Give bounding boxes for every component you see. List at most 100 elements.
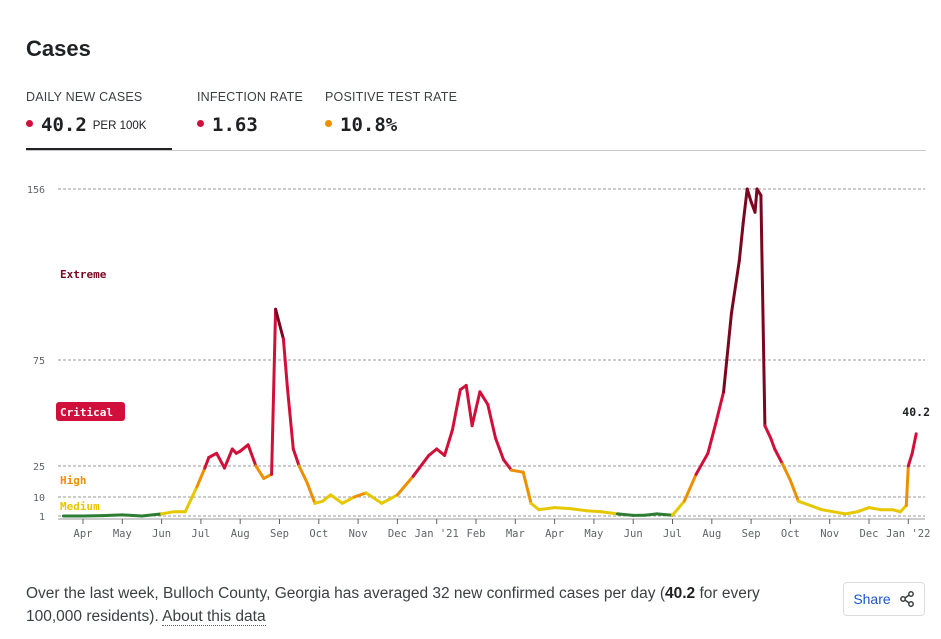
- x-tick-label: Dec: [388, 528, 407, 540]
- series-segment: [568, 507, 588, 513]
- series-segment: [682, 472, 698, 503]
- series-segment: [753, 187, 759, 214]
- series-segment: [270, 307, 278, 476]
- zone-label-critical: Critical: [60, 406, 113, 419]
- tab-infection-rate[interactable]: INFECTION RATE 1.63: [197, 90, 303, 138]
- series-segment: [160, 510, 175, 516]
- series-segment: [478, 390, 490, 406]
- series-segment: [246, 443, 258, 468]
- x-tick-label: Jun: [624, 528, 643, 540]
- series-segment: [285, 386, 295, 451]
- metric-label: DAILY NEW CASES: [26, 90, 143, 104]
- tabs-divider: [26, 150, 926, 151]
- series-segment: [509, 468, 525, 474]
- series-segment: [140, 512, 164, 518]
- page-title: Cases: [26, 36, 91, 61]
- series-segment: [494, 436, 505, 462]
- series-segment: [470, 390, 482, 428]
- x-tick-label: Jun: [152, 528, 171, 540]
- series-segment: [820, 508, 836, 514]
- series-segment: [855, 506, 871, 514]
- series-segment: [796, 499, 812, 507]
- series-segment: [195, 466, 207, 489]
- tab-daily-new-cases[interactable]: DAILY NEW CASES 40.2 PER 100K: [26, 90, 172, 151]
- series-segment: [773, 447, 784, 466]
- metric-label: POSITIVE TEST RATE: [325, 90, 458, 104]
- series-segment: [867, 506, 883, 512]
- series-segment: [671, 499, 686, 517]
- series-segment: [737, 221, 745, 263]
- x-tick-label: Aug: [702, 528, 721, 540]
- series-segment: [380, 493, 399, 505]
- series-segment: [906, 451, 914, 468]
- series-segment: [584, 509, 604, 514]
- x-tick-label: Feb: [467, 528, 486, 540]
- about-data-link[interactable]: About this data: [162, 608, 266, 626]
- metric-tabs: DAILY NEW CASES 40.2 PER 100K INFECTION R…: [26, 90, 926, 152]
- series-segment: [741, 187, 749, 225]
- series-segment: [352, 491, 368, 499]
- summary-text: Over the last week, Bulloch County, Geor…: [26, 582, 816, 628]
- series-segment: [274, 307, 281, 326]
- series-segment: [215, 451, 226, 470]
- x-tick-label: Mar: [506, 528, 525, 540]
- zone-label-medium: Medium: [60, 500, 100, 513]
- latest-value-label: 40.2: [902, 405, 930, 419]
- series-segment: [553, 506, 572, 511]
- series-segment: [832, 510, 847, 516]
- series-segment: [364, 491, 384, 505]
- x-tick-label: Jul: [191, 528, 210, 540]
- x-tick-label: Nov: [820, 528, 839, 540]
- series-segment: [759, 193, 767, 428]
- share-icon: [899, 591, 914, 607]
- x-tick-label: May: [113, 528, 132, 540]
- share-button[interactable]: Share: [843, 582, 925, 616]
- series-segment: [443, 428, 454, 457]
- series-segment: [450, 388, 462, 432]
- status-dot: [325, 120, 332, 127]
- x-tick-label: Nov: [349, 528, 368, 540]
- x-tick-label: May: [584, 528, 603, 540]
- series-segment: [600, 510, 619, 516]
- series-segment: [729, 259, 741, 316]
- x-tick-label: Oct: [309, 528, 328, 540]
- x-tick-label: Jan '22: [886, 528, 930, 540]
- series-segment: [291, 447, 301, 468]
- series-segment: [340, 495, 356, 505]
- series-segment: [183, 485, 199, 514]
- series-segment: [297, 464, 309, 484]
- summary-text-before: Over the last week, Bulloch County, Geor…: [26, 585, 665, 602]
- series-segment: [722, 312, 733, 394]
- series-segment: [808, 503, 824, 512]
- series-segment: [694, 451, 710, 476]
- active-tab-underline: [26, 148, 172, 151]
- summary-bold-value: 40.2: [665, 585, 696, 602]
- x-tick-label: Sep: [742, 528, 761, 540]
- series-segment: [655, 512, 674, 517]
- series-segment: [238, 443, 250, 453]
- metric-value: 10.8%: [340, 114, 398, 136]
- series-segment: [781, 462, 792, 482]
- series-segment: [329, 493, 344, 505]
- metric-value: 40.2: [41, 114, 87, 136]
- metric-label: INFECTION RATE: [197, 90, 304, 104]
- share-label: Share: [853, 591, 891, 607]
- zone-label-high: High: [60, 474, 87, 487]
- series-segment: [203, 456, 211, 470]
- metric-value: 1.63: [212, 114, 258, 136]
- series-segment: [788, 479, 800, 503]
- series-segment: [254, 464, 266, 480]
- zone-label-extreme: Extreme: [60, 268, 107, 281]
- series-segment: [714, 390, 726, 426]
- series-segment: [321, 493, 333, 503]
- series-segment: [706, 422, 718, 455]
- y-tick-label: 25: [33, 462, 45, 473]
- series-segment: [502, 458, 513, 472]
- series-segment: [763, 424, 773, 440]
- series-segment: [486, 403, 498, 440]
- series-segment: [120, 513, 144, 518]
- tab-positive-test-rate[interactable]: POSITIVE TEST RATE 10.8%: [325, 90, 457, 138]
- x-tick-label: Oct: [781, 528, 800, 540]
- series-segment: [305, 481, 317, 505]
- series-segment: [411, 453, 431, 478]
